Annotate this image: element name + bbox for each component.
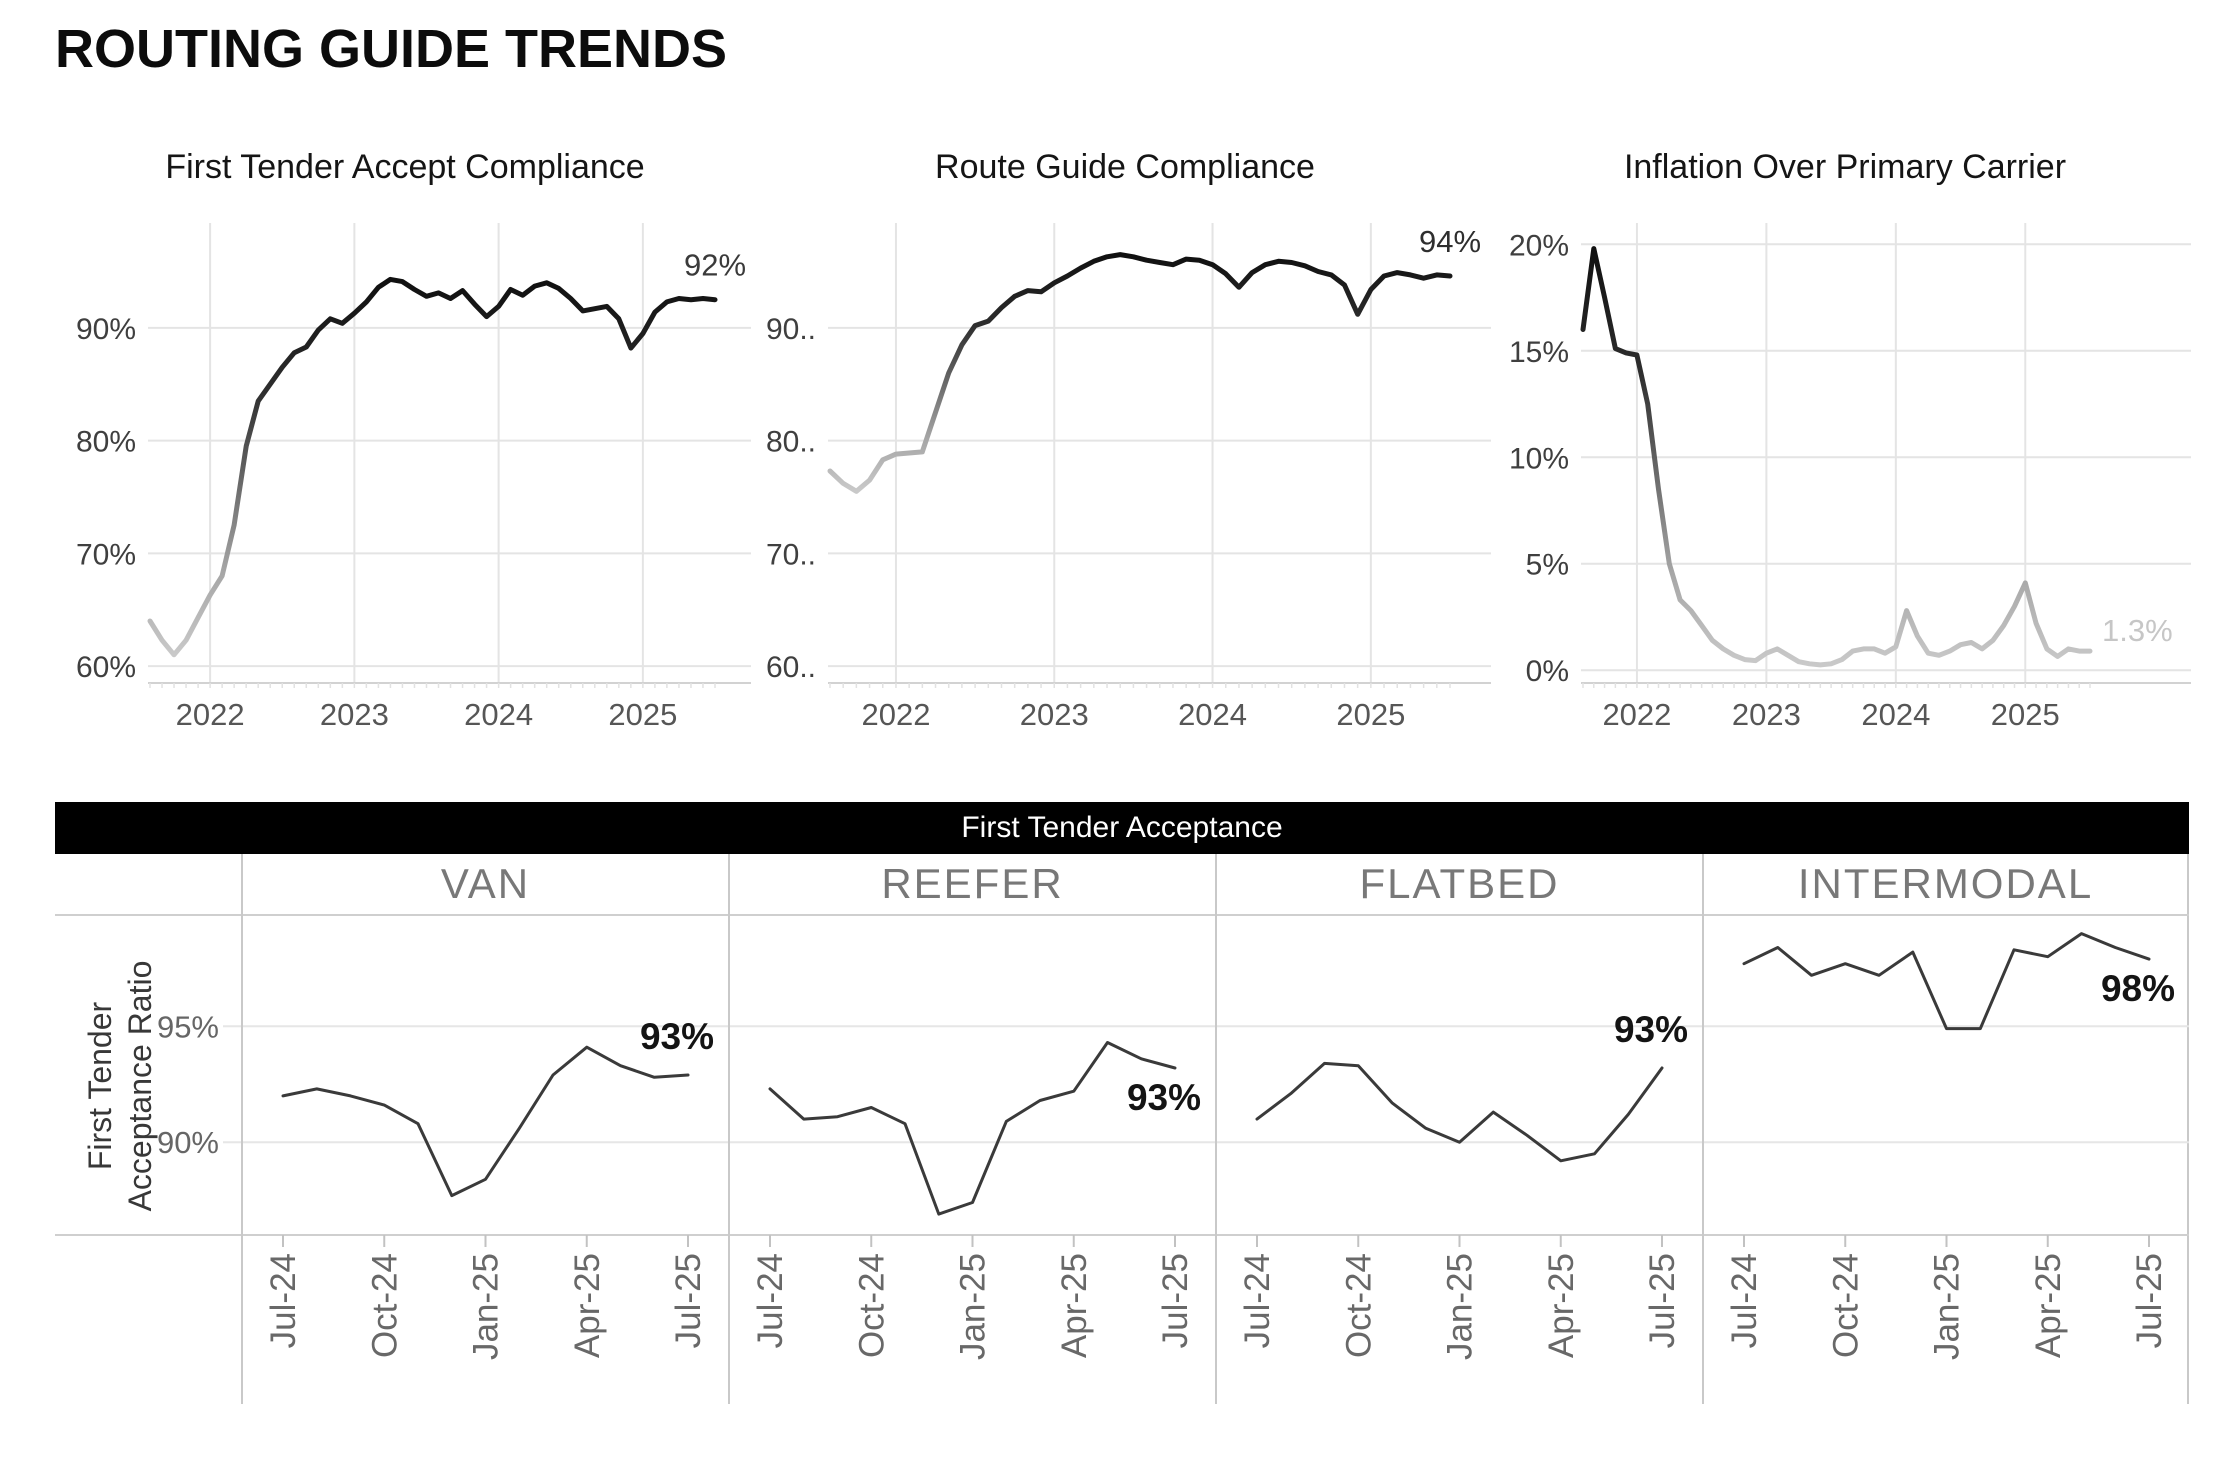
svg-text:80%: 80% [76, 426, 136, 459]
svg-text:98%: 98% [2101, 968, 2175, 1009]
svg-text:90%: 90% [157, 1125, 219, 1160]
panel-van: Jul-24 Oct-24 Jan-25 Apr-25 Jul-25 93% [241, 914, 728, 1404]
svg-text:2025: 2025 [1991, 697, 2060, 732]
chart-card-inflation: Inflation Over Primary Carrier 0% 5% 10% 15… [1495, 148, 2195, 736]
svg-text:Oct-24: Oct-24 [365, 1253, 404, 1358]
svg-text:2022: 2022 [861, 697, 930, 732]
panel-intermodal: Jul-24 Oct-24 Jan-25 Apr-25 Jul-25 98% [1702, 914, 2189, 1404]
column-header-van: VAN [241, 854, 728, 914]
svg-text:Oct-24: Oct-24 [852, 1253, 891, 1358]
svg-text:Apr-25: Apr-25 [568, 1253, 607, 1358]
svg-text:Acceptance Ratio: Acceptance Ratio [122, 961, 158, 1212]
route-guide-compliance-chart: 60.. 70.. 80.. 90.. 2022 2023 2024 2025 94% [766, 223, 1491, 732]
svg-text:Jul-24: Jul-24 [751, 1253, 790, 1348]
intermodal-chart: Jul-24 Oct-24 Jan-25 Apr-25 Jul-25 98% [1704, 914, 2189, 1360]
column-header-reefer: REEFER [728, 854, 1215, 914]
svg-text:2024: 2024 [1178, 697, 1247, 732]
svg-text:2023: 2023 [1732, 697, 1801, 732]
svg-text:First Tender: First Tender [82, 1001, 118, 1170]
svg-text:93%: 93% [1614, 1009, 1688, 1050]
svg-text:Jul-25: Jul-25 [1643, 1253, 1682, 1348]
svg-text:90%: 90% [76, 313, 136, 346]
y-axis-label-area: 95% 90% First Tender Acceptance Ratio [55, 914, 241, 1236]
table-header-row: VAN REEFER FLATBED INTERMODAL [55, 854, 2189, 914]
svg-text:2023: 2023 [1020, 697, 1089, 732]
svg-text:94%: 94% [1419, 224, 1481, 259]
svg-text:Oct-24: Oct-24 [1826, 1253, 1865, 1358]
svg-text:Jul-24: Jul-24 [1725, 1253, 1764, 1348]
svg-text:Jul-25: Jul-25 [2130, 1253, 2169, 1348]
svg-text:70%: 70% [76, 538, 136, 571]
svg-text:70..: 70.. [766, 538, 816, 571]
svg-text:90..: 90.. [766, 313, 816, 346]
svg-text:Jul-25: Jul-25 [1156, 1253, 1195, 1348]
chart-title: Inflation Over Primary Carrier [1623, 148, 2067, 186]
svg-text:Apr-25: Apr-25 [1542, 1253, 1581, 1358]
svg-text:1.3%: 1.3% [2102, 613, 2173, 648]
svg-text:80..: 80.. [766, 426, 816, 459]
column-header-flatbed: FLATBED [1215, 854, 1702, 914]
svg-text:Jul-24: Jul-24 [1238, 1253, 1277, 1348]
column-header-intermodal: INTERMODAL [1702, 854, 2189, 914]
svg-text:2024: 2024 [464, 697, 533, 732]
panel-flatbed: Jul-24 Oct-24 Jan-25 Apr-25 Jul-25 93% [1215, 914, 1702, 1404]
svg-text:15%: 15% [1509, 336, 1569, 369]
flatbed-chart: Jul-24 Oct-24 Jan-25 Apr-25 Jul-25 93% [1217, 914, 1702, 1360]
svg-text:Jul-25: Jul-25 [669, 1253, 708, 1348]
svg-text:60%: 60% [76, 651, 136, 684]
svg-text:Jan-25: Jan-25 [467, 1253, 506, 1360]
svg-text:5%: 5% [1526, 549, 1569, 582]
chart-title: First Tender Accept Compliance [165, 148, 645, 186]
svg-text:Jan-25: Jan-25 [1441, 1253, 1480, 1360]
inflation-over-primary-carrier-chart: 0% 5% 10% 15% 20% 2022 2023 2024 2025 1.3% [1509, 223, 2191, 732]
first-tender-acceptance-table: First Tender Acceptance VAN REEFER FLATB… [55, 802, 2189, 1404]
svg-text:20%: 20% [1509, 229, 1569, 262]
top-charts-row: First Tender Accept Compliance 60% 70% 80%… [55, 148, 2196, 736]
svg-text:93%: 93% [1127, 1077, 1201, 1118]
svg-text:Jul-24: Jul-24 [264, 1253, 303, 1348]
table-body-row: 95% 90% First Tender Acceptance Ratio Jul-2… [55, 914, 2189, 1404]
svg-text:2024: 2024 [1861, 697, 1930, 732]
svg-text:10%: 10% [1509, 442, 1569, 475]
svg-text:93%: 93% [640, 1016, 714, 1057]
van-chart: Jul-24 Oct-24 Jan-25 Apr-25 Jul-25 93% [243, 914, 728, 1360]
svg-text:Oct-24: Oct-24 [1339, 1253, 1378, 1358]
svg-text:2023: 2023 [320, 697, 389, 732]
page-title: ROUTING GUIDE TRENDS [55, 19, 728, 79]
svg-text:2025: 2025 [608, 697, 677, 732]
table-corner-cell [55, 854, 241, 914]
chart-title: Route Guide Compliance [935, 148, 1315, 186]
panel-reefer: Jul-24 Oct-24 Jan-25 Apr-25 Jul-25 93% [728, 914, 1215, 1404]
svg-text:Apr-25: Apr-25 [2029, 1253, 2068, 1358]
first-tender-accept-compliance-chart: 60% 70% 80% 90% 2022 2023 2024 2025 92% [76, 223, 751, 732]
table-title-bar: First Tender Acceptance [55, 802, 2189, 854]
svg-text:2022: 2022 [1602, 697, 1671, 732]
svg-text:0%: 0% [1526, 655, 1569, 688]
svg-text:2022: 2022 [176, 697, 245, 732]
svg-text:95%: 95% [157, 1009, 219, 1044]
reefer-chart: Jul-24 Oct-24 Jan-25 Apr-25 Jul-25 93% [730, 914, 1215, 1360]
svg-text:Apr-25: Apr-25 [1055, 1253, 1094, 1358]
svg-text:92%: 92% [684, 248, 746, 283]
chart-card-first-tender-accept: First Tender Accept Compliance 60% 70% 80%… [55, 148, 755, 736]
svg-text:60..: 60.. [766, 651, 816, 684]
svg-text:2025: 2025 [1336, 697, 1405, 732]
svg-text:Jan-25: Jan-25 [1928, 1253, 1967, 1360]
svg-text:Jan-25: Jan-25 [954, 1253, 993, 1360]
y-axis-label-column: 95% 90% First Tender Acceptance Ratio [55, 914, 241, 1404]
chart-card-route-guide: Route Guide Compliance 60.. 70.. 80.. 90.. 2… [755, 148, 1495, 736]
